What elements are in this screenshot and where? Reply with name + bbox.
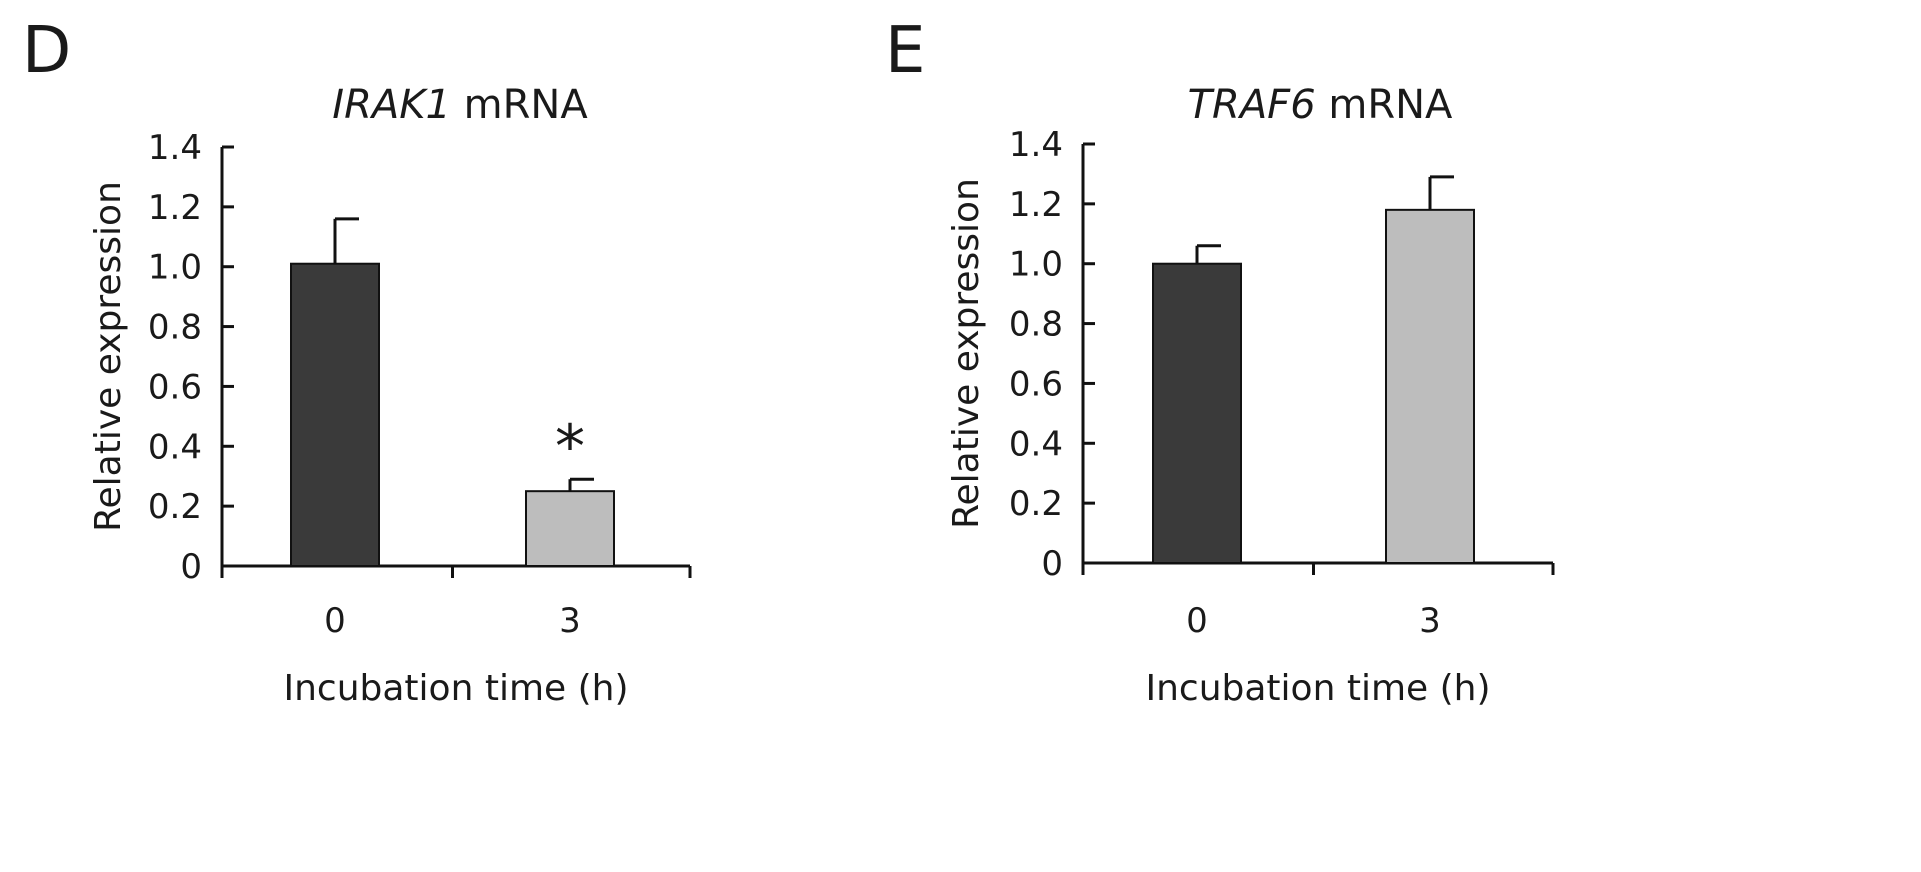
x-tick-label: 3 [1419,601,1441,641]
y-tick-label: 0.8 [148,308,202,348]
x-axis-label: Incubation time (h) [1145,668,1490,709]
y-axis-label: Relative expression [946,178,987,529]
chart-panel-d: D IRAK1 mRNA 0 0.2 0.4 0.6 0.8 1.0 1.2 1.4 0 * 3 Incu… [22,14,692,709]
y-axis-label: Relative expression [88,181,129,532]
x-axis-label: Incubation time (h) [283,668,628,709]
chart-title-suffix: mRNA [1316,82,1453,128]
chart-title: TRAF6 mRNA [1188,82,1453,128]
x-tick-label: 0 [1186,601,1208,641]
chart-panel-e: E TRAF6 mRNA 0 0.2 0.4 0.6 0.8 1.0 1.2 1.4 0 3 Incub… [885,14,1555,709]
y-tick-label: 1.4 [1009,125,1063,165]
y-tick-label: 0.6 [1009,364,1063,404]
y-tick-label: 1.2 [1009,185,1063,225]
y-tick-label: 1.0 [1009,245,1063,285]
bar [290,262,380,567]
bar [525,490,615,567]
chart-title-gene: TRAF6 [1188,82,1316,128]
y-tick-label: 0.4 [1009,424,1063,464]
y-tick-label: 1.2 [148,188,202,228]
y-tick-label: 0 [180,547,202,587]
chart-title-gene: IRAK1 [332,82,451,128]
y-tick-label: 1.0 [148,248,202,288]
chart-title-suffix: mRNA [451,82,588,128]
y-tick-label: 1.4 [148,128,202,168]
y-tick-label: 0.2 [148,487,202,527]
panel-label: D [22,14,71,88]
bar [1152,262,1242,564]
y-tick-label: 0.4 [148,427,202,467]
y-tick-label: 0.2 [1009,484,1063,524]
chart-title: IRAK1 mRNA [332,82,588,128]
panel-label: E [885,14,925,88]
significance-marker: * [555,412,585,482]
y-tick-label: 0.6 [148,367,202,407]
y-tick-label: 0 [1041,544,1063,584]
x-tick-label: 0 [324,601,346,641]
x-tick-label: 3 [559,601,581,641]
y-tick-label: 0.8 [1009,305,1063,345]
bar [1385,208,1475,564]
